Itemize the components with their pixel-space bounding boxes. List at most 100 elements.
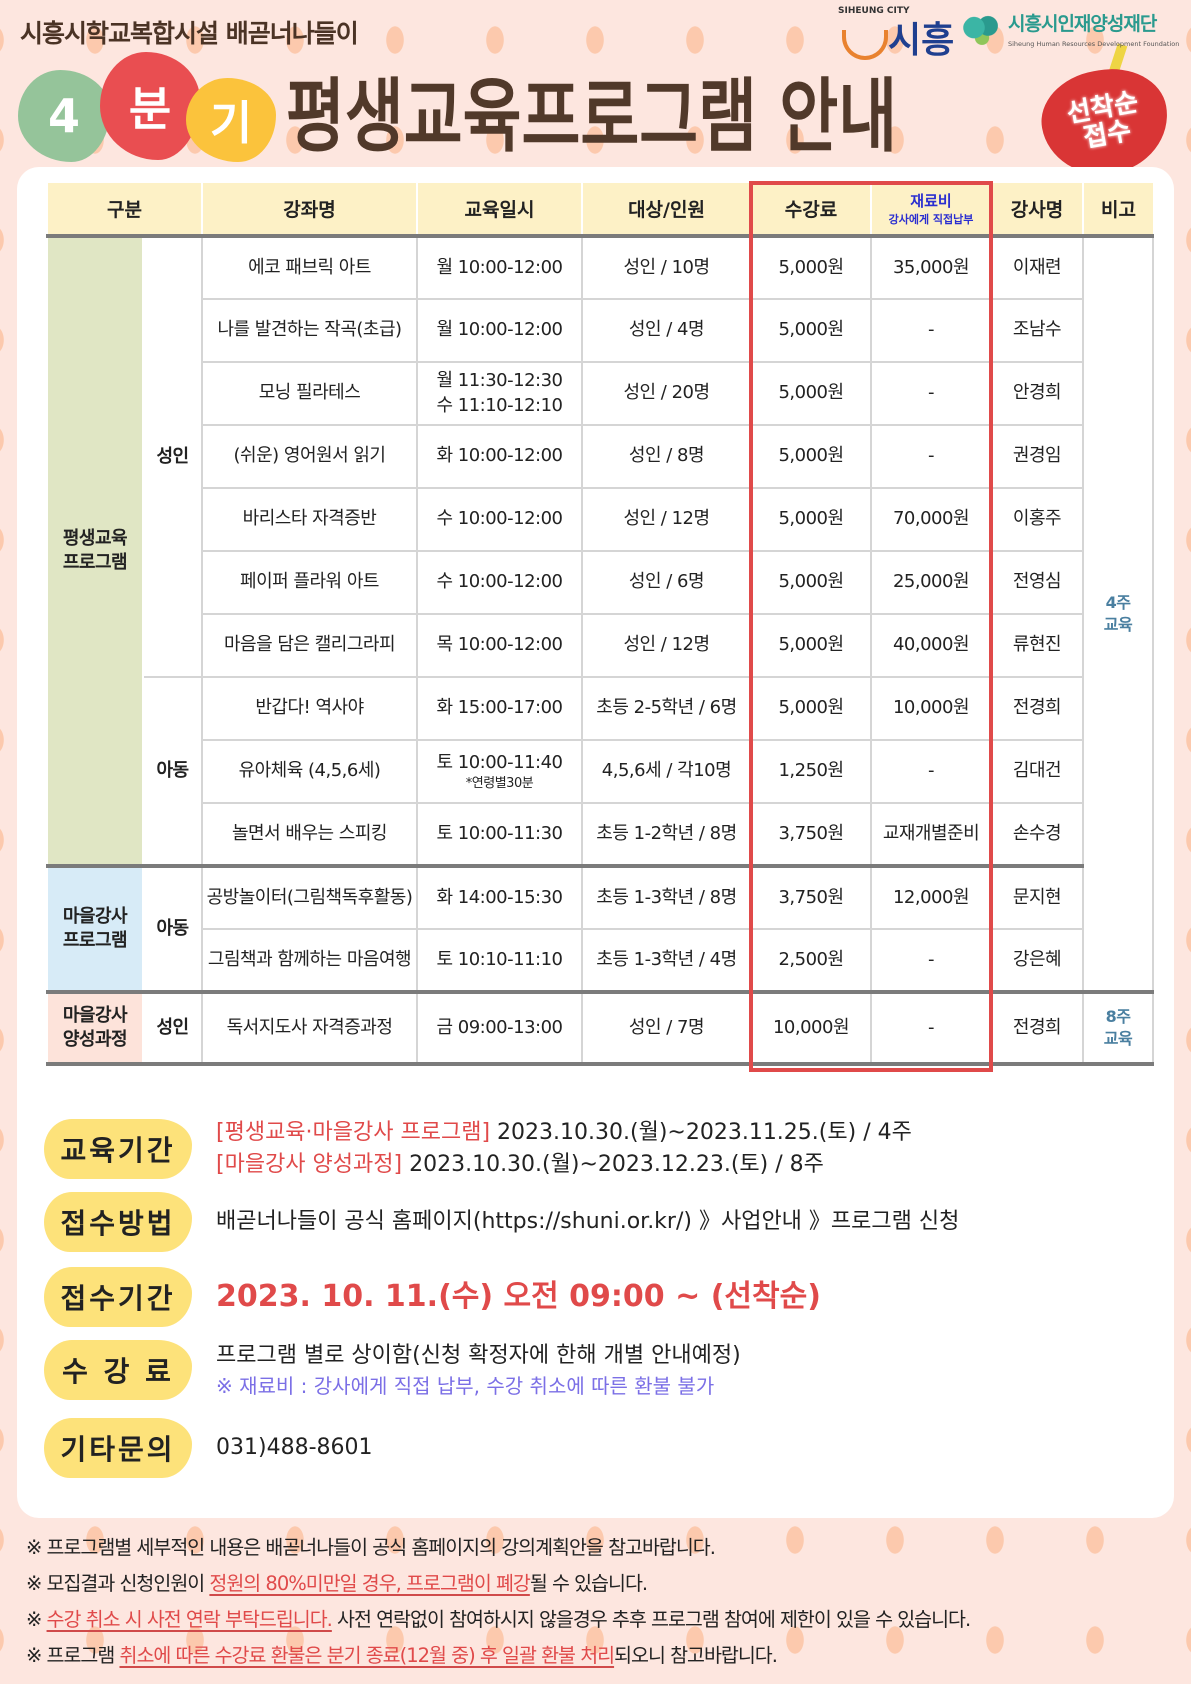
schedule-time: 토 10:00-11:30 xyxy=(436,822,563,844)
fee-text: 프로그램 별로 상이함(신청 확정자에 한해 개별 안내예정) ※ 재료비 : … xyxy=(216,1340,741,1401)
instructor-cell: 김대건 xyxy=(990,739,1084,804)
table-row: 모닝 필라테스 월 11:30-12:30 수 11:10-12:10 성인 / 2… xyxy=(47,361,1153,426)
schedule-note: *연령별30분 xyxy=(465,775,534,791)
footnote-text: ※ xyxy=(26,1608,47,1631)
info-reception: 접수기간 2023. 10. 11.(수) 오전 09:00 ~ (선착순) xyxy=(44,1267,1144,1327)
target-cell: 성인 / 4명 xyxy=(581,298,752,363)
instructor-cell: 손수경 xyxy=(990,802,1084,867)
period-text: [평생교육·마을강사 프로그램] 2023.10.30.(월)~2023.11.… xyxy=(216,1117,912,1181)
contact-label: 기타문의 xyxy=(44,1418,192,1478)
schedule-time: 토 10:00-11:40 xyxy=(436,751,563,773)
target-cell: 초등 1-3학년 / 4명 xyxy=(581,928,752,993)
fee-cell: 2,500원 xyxy=(750,928,872,993)
schedule-cell: 화 14:00-15:30 xyxy=(416,864,583,930)
schedule-time: 월 10:00-12:00 xyxy=(436,319,563,341)
subcategory-cell: 성인 xyxy=(142,990,203,1066)
footnote-text: ※ 프로그램 xyxy=(26,1644,120,1667)
table-body: 평생교육 프로그램 성인 에코 패브릭 아트 월 10:00-12:00 성인 / 10… xyxy=(46,234,1154,1066)
table-row: 평생교육 프로그램 성인 에코 패브릭 아트 월 10:00-12:00 성인 / 10… xyxy=(46,234,1154,993)
fee-cell: 5,000원 xyxy=(750,298,872,363)
footnote-text: 되오니 참고바랍니다. xyxy=(614,1644,778,1667)
material-fee-cell: - xyxy=(870,361,992,426)
material-fee-cell: 35,000원 xyxy=(870,234,992,300)
schedule-time: 수 10:00-12:00 xyxy=(436,508,563,530)
fee-cell: 3,750원 xyxy=(750,802,872,867)
material-fee-cell: - xyxy=(870,990,992,1066)
quarter-blob-4: 4 xyxy=(18,70,110,162)
schedule-time: 수 10:00-12:00 xyxy=(436,571,563,593)
header-schedule: 교육일시 xyxy=(416,183,582,238)
course-name: 공방놀이터(그림책독후활동) xyxy=(201,864,418,930)
period-line-2: [마을강사 양성과정] 2023.10.30.(월)~2023.12.23.(토… xyxy=(216,1149,912,1181)
target-cell: 성인 / 8명 xyxy=(581,424,752,489)
schedule-cell: 금 09:00-13:00 xyxy=(416,990,583,1066)
target-cell: 초등 1-3학년 / 8명 xyxy=(581,864,752,930)
schedule-cell: 목 10:00-12:00 xyxy=(416,613,583,678)
instructor-cell: 류현진 xyxy=(990,613,1084,678)
target-cell: 성인 / 10명 xyxy=(581,234,752,300)
target-cell: 성인 / 7명 xyxy=(581,990,752,1066)
instructor-cell: 문지현 xyxy=(990,864,1084,930)
instructor-cell: 강은혜 xyxy=(990,928,1084,993)
table-row: (쉬운) 영어원서 읽기 화 10:00-12:00 성인 / 8명 5,000원 - 권… xyxy=(47,424,1153,489)
apple-badge-text: 선착순 접수 xyxy=(1064,86,1141,154)
instructor-cell: 권경임 xyxy=(990,424,1084,489)
table-row: 유아체육 (4,5,6세) 토 10:00-11:40 *연령별30분 4,5,6세 … xyxy=(47,739,1153,804)
fee-cell: 3,750원 xyxy=(750,864,872,930)
first-come-apple-badge: 선착순 접수 xyxy=(1033,59,1177,185)
footnote-highlight: 취소에 따른 수강료 환불은 분기 종료(12월 중) 후 일괄 환불 처리 xyxy=(119,1644,616,1667)
material-fee-cell: - xyxy=(870,298,992,363)
schedule-cell: 화 10:00-12:00 xyxy=(416,424,583,489)
header-course: 강좌명 xyxy=(201,183,417,238)
schedule-cell: 화 15:00-17:00 xyxy=(416,676,583,741)
material-fee-cell: 교재개별준비 xyxy=(870,802,992,867)
footnote-text: ※ 모집결과 신청인원이 xyxy=(26,1572,210,1595)
foundation-name-en: Siheung Human Resources Development Foun… xyxy=(1008,40,1180,48)
contact-phone: 031)488-8601 xyxy=(216,1435,373,1461)
table-row: 그림책과 함께하는 마음여행 토 10:10-11:10 초등 1-3학년 / 4명… xyxy=(47,928,1153,993)
smile-arc-icon xyxy=(842,30,888,60)
header-subtitle: 시흥시학교복합시설 배곧너나들이 xyxy=(20,19,359,48)
schedule-time: 화 10:00-12:00 xyxy=(436,445,563,467)
table-row: 나를 발견하는 작곡(초급) 월 10:00-12:00 성인 / 4명 5,000원… xyxy=(47,298,1153,363)
header-target: 대상/인원 xyxy=(581,183,751,238)
quarter-blob-bun: 분 xyxy=(100,52,200,160)
material-fee-cell: - xyxy=(870,424,992,489)
header-instructor: 강사명 xyxy=(990,183,1083,238)
fee-cell: 5,000원 xyxy=(750,676,872,741)
period-tag-2: [마을강사 양성과정] xyxy=(216,1151,403,1177)
footnote-highlight: 정원의 80%미만일 경우, 프로그램이 폐강 xyxy=(209,1572,530,1595)
course-name: 바리스타 자격증반 xyxy=(201,487,418,552)
schedule-time: 화 15:00-17:00 xyxy=(436,697,563,719)
table-header-row: 구분 강좌명 교육일시 대상/인원 수강료 재료비 강사에게 직접납부 강사명 비… xyxy=(46,183,1153,238)
fee-cell: 5,000원 xyxy=(750,550,872,615)
schedule-cell: 수 10:00-12:00 xyxy=(416,487,583,552)
header-remarks: 비고 xyxy=(1082,183,1153,238)
course-name: 그림책과 함께하는 마음여행 xyxy=(201,928,418,993)
header-material-note: 강사에게 직접납부 xyxy=(888,213,974,226)
remarks-cell: 8주 교육 xyxy=(1082,990,1154,1066)
table-row: 놀면서 배우는 스피킹 토 10:00-11:30 초등 1-2학년 / 8명 3,7… xyxy=(47,802,1153,867)
instructor-cell: 전경희 xyxy=(990,990,1084,1066)
course-name: 독서지도사 자격증과정 xyxy=(201,990,418,1066)
course-name: 에코 패브릭 아트 xyxy=(201,234,418,300)
course-name: 반갑다! 역사야 xyxy=(201,676,418,741)
course-name: 나를 발견하는 작곡(초급) xyxy=(201,298,418,363)
footnotes: ※ 프로그램별 세부적인 내용은 배곧너나들이 공식 홈페이지의 강의계획안을 … xyxy=(26,1530,971,1674)
table-row: 마을강사 양성과정 성인 독서지도사 자격증과정 금 09:00-13:00 성인 / … xyxy=(46,990,1154,1066)
material-fee-cell: - xyxy=(870,739,992,804)
tree-icon xyxy=(962,14,1002,48)
schedule-time: 금 09:00-13:00 xyxy=(436,1016,563,1038)
course-name: 페이퍼 플라워 아트 xyxy=(201,550,418,615)
fee-cell: 1,250원 xyxy=(750,739,872,804)
schedule-time: 목 10:00-12:00 xyxy=(436,634,563,656)
material-fee-cell: 70,000원 xyxy=(870,487,992,552)
period-label: 교육기간 xyxy=(44,1118,192,1179)
footnote: ※ 수강 취소 시 사전 연락 부탁드립니다. 사전 연락없이 참여하시지 않을… xyxy=(26,1602,971,1638)
course-name: 모닝 필라테스 xyxy=(201,361,418,426)
method-text: 배곧너나들이 공식 홈페이지(https://shuni.or.kr/) 》사업… xyxy=(216,1209,960,1235)
material-fee-cell: - xyxy=(870,928,992,993)
header-category: 구분 xyxy=(46,183,202,238)
target-cell: 초등 1-2학년 / 8명 xyxy=(581,802,752,867)
schedule-time: 월 10:00-12:00 xyxy=(436,256,563,278)
